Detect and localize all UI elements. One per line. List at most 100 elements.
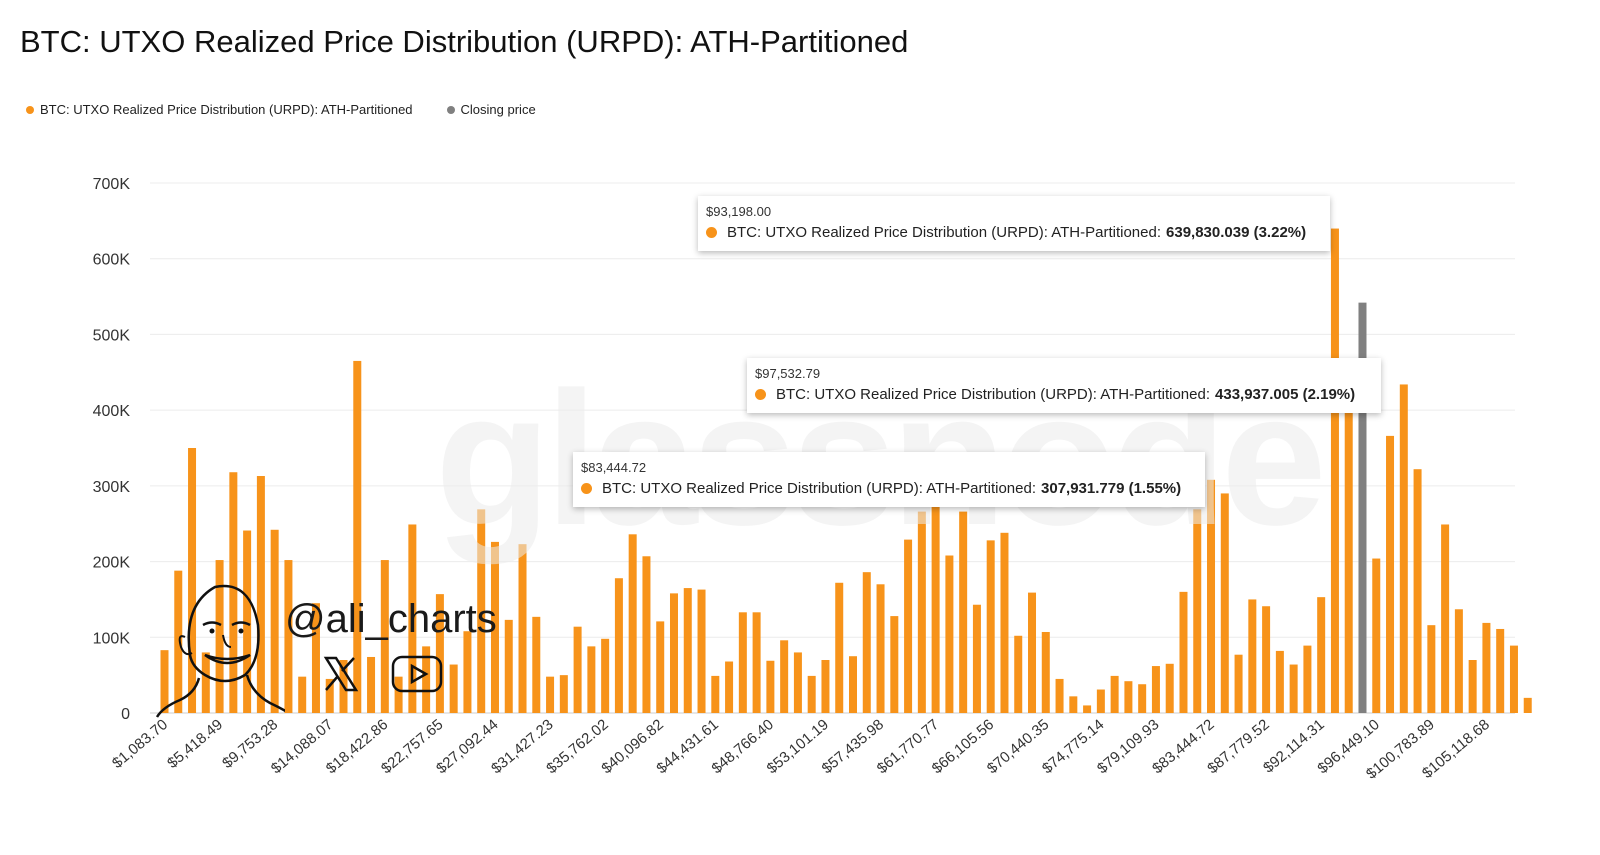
urpd-bar[interactable] <box>1399 384 1408 713</box>
urpd-bar[interactable] <box>821 660 830 713</box>
urpd-bar[interactable] <box>546 676 555 713</box>
urpd-bar[interactable] <box>904 539 913 713</box>
urpd-bar[interactable] <box>1441 524 1450 713</box>
urpd-bar[interactable] <box>849 656 857 713</box>
urpd-bar[interactable] <box>1151 666 1160 713</box>
urpd-bar[interactable] <box>174 570 183 713</box>
urpd-bar[interactable] <box>1124 681 1133 713</box>
urpd-bar[interactable] <box>669 593 678 713</box>
urpd-bar[interactable] <box>917 511 926 713</box>
urpd-bar[interactable] <box>256 476 265 713</box>
urpd-bar[interactable] <box>201 652 210 713</box>
urpd-bar[interactable] <box>1303 645 1312 713</box>
youtube-icon[interactable] <box>391 655 443 693</box>
urpd-bar[interactable] <box>229 472 238 713</box>
urpd-bar[interactable] <box>1165 663 1174 713</box>
urpd-bar[interactable] <box>890 616 899 713</box>
urpd-bar[interactable] <box>1496 628 1505 713</box>
urpd-bar[interactable] <box>1372 558 1381 713</box>
urpd-bar[interactable] <box>532 616 541 713</box>
urpd-bar[interactable] <box>766 660 775 713</box>
urpd-bar[interactable] <box>614 578 623 713</box>
urpd-bar[interactable] <box>1386 435 1395 713</box>
urpd-bar[interactable] <box>1193 509 1202 713</box>
urpd-bar[interactable] <box>215 560 224 713</box>
urpd-bar[interactable] <box>1220 493 1229 713</box>
urpd-bar[interactable] <box>504 619 513 713</box>
urpd-bar[interactable] <box>780 640 789 713</box>
urpd-bar[interactable] <box>325 678 334 713</box>
urpd-bar[interactable] <box>1427 625 1436 713</box>
urpd-bar[interactable] <box>380 560 389 713</box>
urpd-bar[interactable] <box>1344 391 1353 713</box>
urpd-bar[interactable] <box>1055 678 1064 713</box>
urpd-bar[interactable] <box>986 540 995 713</box>
urpd-bar[interactable] <box>311 603 320 713</box>
urpd-bar[interactable] <box>1083 705 1092 713</box>
x-twitter-icon[interactable] <box>320 653 362 695</box>
urpd-bar[interactable] <box>353 360 362 713</box>
urpd-bar[interactable] <box>284 560 293 713</box>
urpd-bar[interactable] <box>628 534 637 713</box>
urpd-bar[interactable] <box>435 594 444 713</box>
urpd-bar[interactable] <box>160 650 169 713</box>
urpd-bar[interactable] <box>1468 660 1477 713</box>
urpd-bar[interactable] <box>642 556 651 713</box>
urpd-bar[interactable] <box>1275 650 1284 713</box>
urpd-bar[interactable] <box>1509 645 1518 713</box>
urpd-bar[interactable] <box>738 612 747 713</box>
urpd-bar[interactable] <box>559 675 568 713</box>
urpd-bar[interactable] <box>1179 591 1188 713</box>
urpd-bar[interactable] <box>1096 689 1105 713</box>
urpd-bar[interactable] <box>518 544 527 713</box>
urpd-bar[interactable] <box>835 582 844 713</box>
urpd-bar[interactable] <box>587 646 596 713</box>
urpd-bar[interactable] <box>1482 622 1491 713</box>
urpd-bar[interactable] <box>1041 631 1050 713</box>
urpd-bar[interactable] <box>711 675 720 713</box>
urpd-bar[interactable] <box>1110 675 1119 713</box>
urpd-bar[interactable] <box>725 661 734 713</box>
urpd-bar[interactable] <box>683 588 692 713</box>
urpd-bar[interactable] <box>862 572 871 713</box>
urpd-bar[interactable] <box>1289 664 1298 713</box>
urpd-bar[interactable] <box>1523 697 1532 713</box>
urpd-bar[interactable] <box>1413 469 1422 713</box>
urpd-bar[interactable] <box>1028 592 1037 713</box>
urpd-bar[interactable] <box>298 676 307 713</box>
legend-item-urpd[interactable]: BTC: UTXO Realized Price Distribution (U… <box>26 102 413 117</box>
urpd-bar[interactable] <box>1262 606 1271 713</box>
urpd-bar[interactable] <box>1248 599 1257 713</box>
urpd-bar[interactable] <box>1234 654 1243 713</box>
urpd-bar[interactable] <box>697 589 706 713</box>
urpd-bar[interactable] <box>656 621 665 713</box>
urpd-bar[interactable] <box>1138 684 1147 713</box>
urpd-bar[interactable] <box>270 529 279 713</box>
urpd-bar[interactable] <box>490 541 499 713</box>
legend-item-closing-price[interactable]: Closing price <box>446 102 536 117</box>
urpd-bar[interactable] <box>972 604 981 713</box>
urpd-bar[interactable] <box>876 584 885 713</box>
urpd-bar[interactable] <box>1014 635 1023 713</box>
urpd-bar[interactable] <box>449 664 458 713</box>
urpd-bar[interactable] <box>243 530 252 713</box>
urpd-bar[interactable] <box>1454 609 1463 713</box>
urpd-bar[interactable] <box>1000 532 1009 713</box>
closing-price-bar[interactable] <box>1358 302 1367 713</box>
urpd-bar[interactable] <box>367 656 376 713</box>
urpd-bar[interactable] <box>1330 228 1339 713</box>
urpd-bar[interactable] <box>477 509 486 713</box>
urpd-bar[interactable] <box>573 626 582 713</box>
urpd-bar[interactable] <box>945 555 954 713</box>
urpd-bar[interactable] <box>1207 479 1216 713</box>
urpd-bar[interactable] <box>422 646 431 713</box>
urpd-bar[interactable] <box>959 511 968 713</box>
urpd-bar[interactable] <box>601 638 610 713</box>
urpd-bar[interactable] <box>463 631 472 713</box>
urpd-bar[interactable] <box>394 676 403 713</box>
urpd-bar[interactable] <box>793 652 802 713</box>
urpd-bar[interactable] <box>807 675 816 713</box>
urpd-bar[interactable] <box>1069 696 1078 713</box>
urpd-bar[interactable] <box>188 448 197 713</box>
urpd-bar[interactable] <box>931 502 940 713</box>
